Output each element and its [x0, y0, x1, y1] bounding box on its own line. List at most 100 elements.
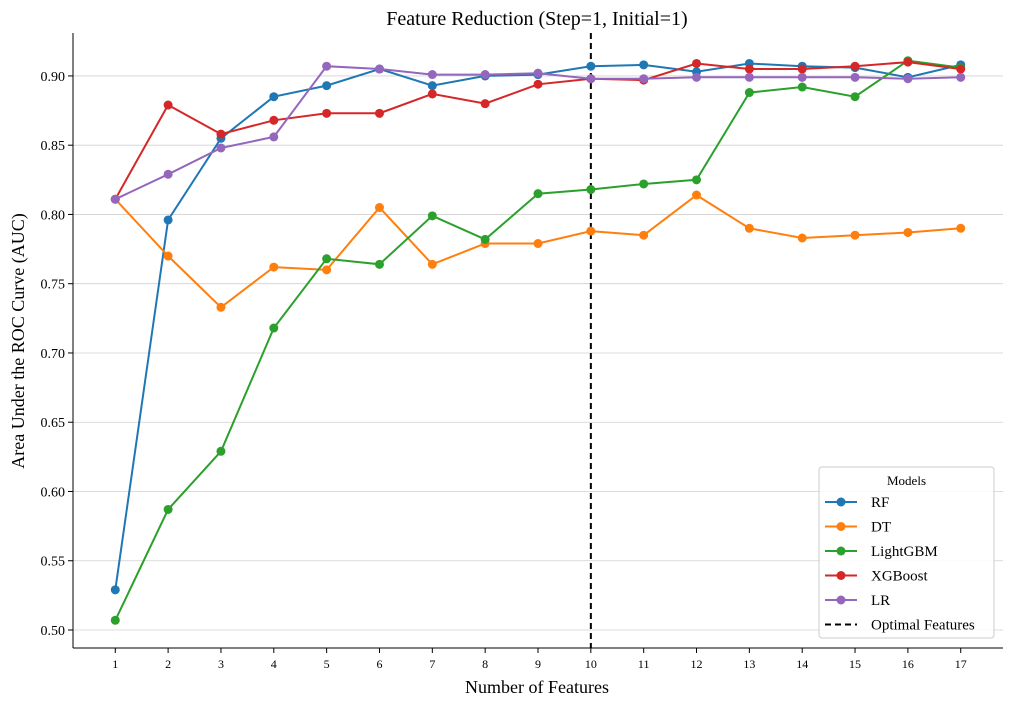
lightgbm-point — [744, 88, 754, 98]
x-tick-label: 16 — [902, 657, 914, 671]
x-tick-label: 12 — [691, 657, 703, 671]
lightgbm-point — [110, 615, 120, 625]
legend-item-dt: DT — [825, 520, 891, 536]
lightgbm-point — [850, 92, 860, 102]
lightgbm-point — [480, 234, 490, 244]
xgboost-point — [322, 108, 332, 118]
x-tick-label: 13 — [743, 657, 755, 671]
y-axis-label: Area Under the ROC Curve (AUC) — [8, 213, 29, 468]
lr-point — [374, 64, 384, 74]
legend-label: Optimal Features — [871, 618, 975, 634]
legend-label: LightGBM — [871, 544, 938, 560]
legend-label: LR — [871, 593, 890, 609]
x-tick-label: 3 — [218, 657, 224, 671]
legend-label: RF — [871, 495, 889, 511]
lr-point — [480, 70, 490, 80]
lightgbm-point — [322, 254, 332, 264]
dt-point — [374, 203, 384, 213]
rf-point — [322, 81, 332, 91]
rf-point — [163, 215, 173, 225]
lightgbm-point — [797, 82, 807, 92]
x-tick-label: 6 — [376, 657, 382, 671]
legend-item-rf: RF — [825, 495, 889, 511]
legend: Models RF DT LightGBM XGBoost LR Optimal Featu… — [818, 466, 995, 639]
xgboost-point — [216, 129, 226, 139]
dt-point — [269, 262, 279, 272]
legend-item-lr: LR — [825, 593, 890, 609]
dt-point — [586, 226, 596, 236]
legend-swatch-marker — [836, 595, 846, 605]
dt-point — [322, 265, 332, 275]
x-axis-label: Number of Features — [465, 677, 609, 697]
xgboost-point — [956, 64, 966, 74]
xgboost-point — [427, 89, 437, 99]
x-tick-label: 9 — [535, 657, 541, 671]
series-dt — [110, 190, 966, 312]
y-tick-label: 0.60 — [41, 485, 66, 500]
dt-point — [956, 223, 966, 233]
dt-point — [533, 239, 543, 249]
x-tick-label: 7 — [429, 657, 435, 671]
xgboost-point — [163, 100, 173, 110]
lr-point — [110, 194, 120, 204]
x-tick-label: 14 — [796, 657, 808, 671]
dt-point — [850, 230, 860, 240]
legend-swatch-marker — [836, 497, 846, 507]
rf-point — [586, 61, 596, 71]
y-tick-label: 0.90 — [41, 70, 66, 85]
rf-point — [427, 81, 437, 91]
lr-point — [903, 74, 913, 84]
lr-point — [163, 169, 173, 179]
x-tick-label: 8 — [482, 657, 488, 671]
y-tick-label: 0.85 — [41, 139, 66, 154]
lr-point — [216, 143, 226, 153]
lr-point — [956, 72, 966, 82]
xgboost-point — [903, 57, 913, 67]
legend-label: XGBoost — [871, 569, 929, 585]
y-tick-label: 0.75 — [41, 278, 66, 293]
lightgbm-point — [427, 211, 437, 221]
lightgbm-point — [692, 175, 702, 185]
legend-item-xgboost: XGBoost — [825, 569, 929, 585]
x-tick-label: 5 — [324, 657, 330, 671]
legend-title: Models — [887, 473, 926, 488]
x-tick-label: 17 — [955, 657, 967, 671]
xgboost-point — [374, 108, 384, 118]
dt-point — [427, 259, 437, 269]
legend-label: DT — [871, 520, 891, 536]
series-lines — [110, 56, 966, 625]
dt-point — [903, 227, 913, 237]
x-tick-label: 2 — [165, 657, 171, 671]
lightgbm-point — [163, 504, 173, 514]
rf-point — [110, 585, 120, 595]
x-tick-label: 1 — [112, 657, 118, 671]
lr-point — [639, 74, 649, 84]
lr-point — [744, 72, 754, 82]
xgboost-point — [692, 58, 702, 68]
xgboost-point — [533, 79, 543, 89]
legend-swatch-marker — [836, 546, 846, 556]
rf-point — [269, 92, 279, 102]
x-axis-ticks: 1 2 3 4 5 6 7 8 9 10 11 12 13 14 15 16 17 — [112, 648, 967, 671]
dt-point — [797, 233, 807, 243]
y-tick-label: 0.50 — [41, 624, 66, 639]
legend-swatch-marker — [836, 522, 846, 531]
lr-point — [269, 132, 279, 142]
lr-point — [692, 72, 702, 82]
lr-point — [797, 72, 807, 82]
lightgbm-point — [533, 189, 543, 199]
legend-box — [818, 466, 995, 639]
y-tick-label: 0.80 — [41, 208, 66, 223]
xgboost-point — [797, 64, 807, 74]
dt-point — [692, 190, 702, 200]
x-tick-label: 15 — [849, 657, 861, 671]
y-axis-ticks: 0.50 0.55 0.60 0.65 0.70 0.75 0.80 0.85 0.90 — [41, 70, 73, 639]
dt-point — [216, 302, 226, 312]
dt-point — [163, 251, 173, 261]
xgboost-point — [850, 61, 860, 71]
series-lr — [110, 61, 966, 204]
rf-point — [639, 60, 649, 70]
lr-point — [322, 61, 332, 71]
y-tick-label: 0.65 — [41, 416, 66, 431]
